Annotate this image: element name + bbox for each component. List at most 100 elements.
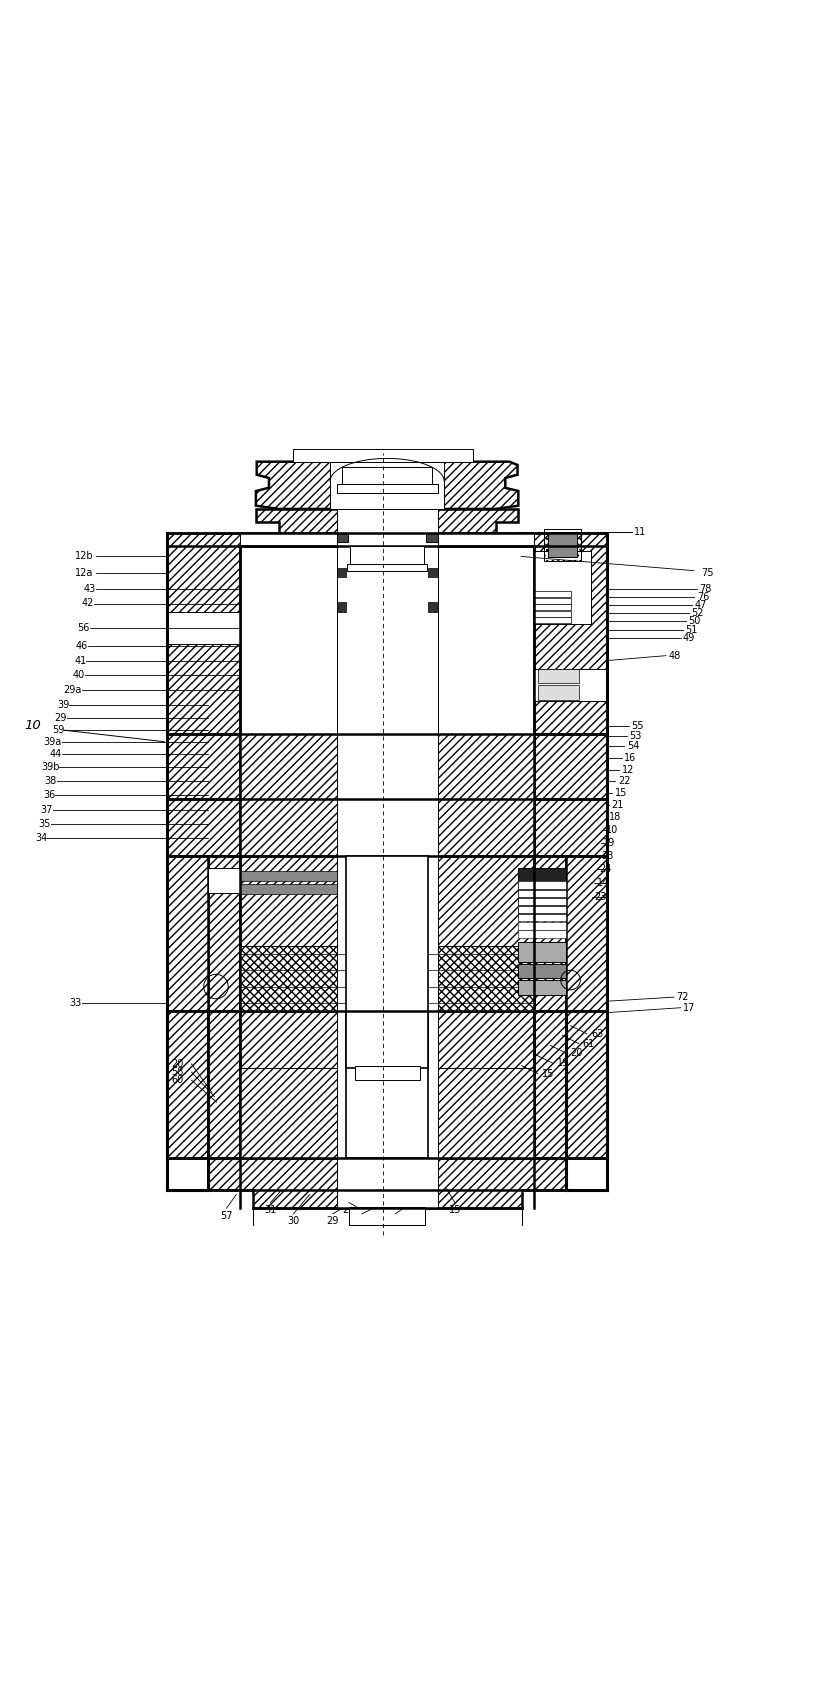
Polygon shape <box>538 685 579 700</box>
Polygon shape <box>337 799 438 856</box>
Polygon shape <box>240 799 534 856</box>
Text: 29: 29 <box>55 712 67 722</box>
Polygon shape <box>355 1065 420 1080</box>
Text: 20: 20 <box>171 1058 183 1068</box>
Polygon shape <box>256 509 518 534</box>
Text: 55: 55 <box>632 721 644 731</box>
Text: 54: 54 <box>627 741 639 751</box>
Text: 10: 10 <box>24 719 42 733</box>
Text: 48: 48 <box>668 651 681 661</box>
Text: 38: 38 <box>45 777 57 787</box>
Polygon shape <box>566 856 607 1011</box>
Polygon shape <box>534 668 607 702</box>
Text: 29a: 29a <box>63 685 82 695</box>
Text: 22: 22 <box>618 777 630 787</box>
Polygon shape <box>346 1011 428 1158</box>
Polygon shape <box>167 856 208 1011</box>
Polygon shape <box>346 856 428 1068</box>
Polygon shape <box>548 533 577 556</box>
Polygon shape <box>347 565 427 572</box>
Polygon shape <box>167 734 240 799</box>
Polygon shape <box>518 868 566 918</box>
Text: 37: 37 <box>41 804 53 814</box>
Polygon shape <box>534 551 591 624</box>
Polygon shape <box>534 734 607 799</box>
Polygon shape <box>293 449 473 461</box>
Text: 17: 17 <box>683 1002 695 1013</box>
Text: 51: 51 <box>685 624 698 634</box>
Polygon shape <box>337 856 438 1011</box>
Polygon shape <box>534 799 607 856</box>
Text: 29: 29 <box>326 1216 339 1226</box>
Polygon shape <box>534 592 570 597</box>
Text: 12b: 12b <box>75 551 94 561</box>
Text: 20: 20 <box>570 1048 583 1058</box>
Text: 41: 41 <box>74 656 86 665</box>
Text: 62: 62 <box>389 1216 402 1226</box>
Polygon shape <box>518 963 566 979</box>
Text: 10: 10 <box>606 824 619 834</box>
Polygon shape <box>438 946 534 1011</box>
Text: 43: 43 <box>84 583 96 594</box>
Polygon shape <box>330 461 444 509</box>
Text: 19: 19 <box>557 1058 569 1068</box>
Polygon shape <box>167 799 240 856</box>
Text: 39: 39 <box>57 700 69 711</box>
Polygon shape <box>337 799 438 856</box>
Text: 76: 76 <box>697 592 709 602</box>
Polygon shape <box>518 914 566 921</box>
Text: 34: 34 <box>35 833 47 843</box>
Text: 15: 15 <box>542 1068 554 1079</box>
Polygon shape <box>518 906 566 912</box>
Polygon shape <box>240 534 337 546</box>
Polygon shape <box>337 534 438 734</box>
Text: 63: 63 <box>591 1029 603 1040</box>
Text: 12a: 12a <box>75 568 94 578</box>
Polygon shape <box>534 597 570 604</box>
Polygon shape <box>240 1068 337 1158</box>
Text: 53: 53 <box>629 731 641 741</box>
Text: 23: 23 <box>594 892 606 902</box>
Polygon shape <box>438 1068 534 1158</box>
Polygon shape <box>518 980 566 994</box>
Text: 52: 52 <box>691 609 703 619</box>
Text: 23: 23 <box>601 851 614 862</box>
Polygon shape <box>240 946 337 1011</box>
Polygon shape <box>534 551 591 624</box>
Text: 47: 47 <box>694 600 707 611</box>
Polygon shape <box>428 568 438 577</box>
Polygon shape <box>256 461 518 509</box>
Polygon shape <box>534 1011 566 1158</box>
Polygon shape <box>208 1011 240 1158</box>
Polygon shape <box>208 856 240 1011</box>
Text: 15: 15 <box>615 787 627 797</box>
Polygon shape <box>350 546 424 566</box>
Text: 30: 30 <box>287 1216 300 1226</box>
Text: 49: 49 <box>683 633 695 643</box>
Polygon shape <box>337 734 438 799</box>
Text: 19: 19 <box>603 838 615 848</box>
Text: 71: 71 <box>355 1216 368 1226</box>
Text: 11: 11 <box>634 527 646 536</box>
Text: 46: 46 <box>76 641 88 651</box>
Text: 42: 42 <box>82 599 94 609</box>
Text: 44: 44 <box>50 750 62 760</box>
Text: 57: 57 <box>220 1211 233 1221</box>
Polygon shape <box>240 856 534 1011</box>
Polygon shape <box>167 612 240 644</box>
Polygon shape <box>342 468 432 483</box>
Polygon shape <box>208 1158 566 1208</box>
Text: 35: 35 <box>38 819 51 829</box>
Polygon shape <box>167 1011 208 1158</box>
Text: 58: 58 <box>171 1067 183 1077</box>
Text: 31: 31 <box>264 1204 277 1214</box>
Polygon shape <box>337 534 348 543</box>
Text: 78: 78 <box>699 583 711 594</box>
Polygon shape <box>426 534 438 543</box>
Text: 33: 33 <box>69 997 82 1007</box>
Text: 24: 24 <box>599 865 611 873</box>
Text: 15: 15 <box>448 1204 461 1214</box>
Polygon shape <box>337 568 346 577</box>
Text: 56: 56 <box>77 622 90 633</box>
Text: 61: 61 <box>583 1038 595 1048</box>
